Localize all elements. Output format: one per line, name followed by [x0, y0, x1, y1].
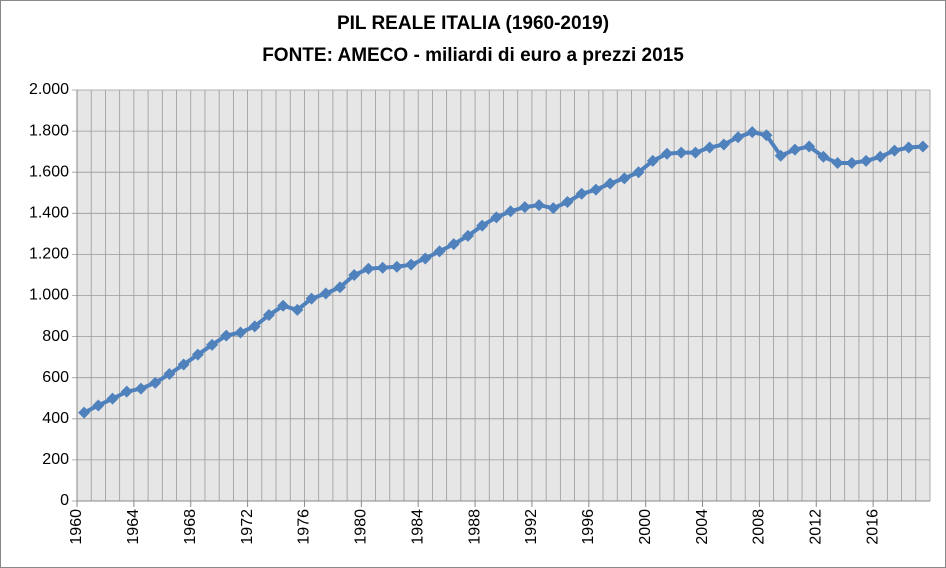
data-point	[291, 303, 304, 316]
data-point	[334, 281, 347, 294]
x-tick-label: 1992	[523, 509, 540, 545]
data-point	[78, 406, 91, 419]
data-point	[149, 376, 162, 389]
data-point	[476, 219, 489, 232]
data-point	[916, 140, 929, 153]
data-point	[220, 329, 233, 342]
y-tick-label: 400	[42, 410, 69, 427]
data-point	[504, 205, 517, 218]
data-point	[831, 156, 844, 169]
data-point	[618, 172, 631, 185]
x-tick-label: 1980	[353, 509, 370, 545]
y-tick-label: 800	[42, 328, 69, 345]
y-tick-label: 1.400	[29, 205, 69, 222]
data-point	[163, 368, 176, 381]
data-point	[277, 299, 290, 312]
data-point	[177, 358, 190, 371]
data-point	[732, 131, 745, 144]
data-point	[262, 309, 275, 322]
x-tick-label: 1984	[409, 509, 426, 545]
data-point	[390, 260, 403, 273]
data-point	[234, 326, 247, 339]
data-point	[447, 238, 460, 251]
data-point	[689, 146, 702, 159]
y-tick-label: 1.000	[29, 287, 69, 304]
data-point	[675, 146, 688, 159]
data-point	[191, 348, 204, 361]
data-point	[589, 183, 602, 196]
x-tick-label: 1976	[296, 509, 313, 545]
y-tick-label: 600	[42, 369, 69, 386]
x-tick-label: 1988	[466, 509, 483, 545]
data-point	[518, 201, 531, 214]
data-point	[376, 261, 389, 274]
y-tick-label: 1.200	[29, 246, 69, 263]
data-point	[902, 141, 915, 154]
data-point	[362, 262, 375, 275]
data-point	[746, 126, 759, 139]
data-point	[561, 195, 574, 208]
data-point	[817, 150, 830, 163]
x-tick-label: 2012	[807, 509, 824, 545]
data-point	[92, 399, 105, 412]
x-tick-label: 1960	[68, 509, 85, 545]
data-point	[717, 138, 730, 151]
data-point	[433, 245, 446, 258]
data-point	[206, 338, 219, 351]
x-tick-label: 2000	[637, 509, 654, 545]
data-point	[845, 156, 858, 169]
data-point	[788, 143, 801, 156]
data-point	[604, 177, 617, 190]
data-point	[120, 385, 133, 398]
data-point	[405, 258, 418, 271]
data-point	[874, 150, 887, 163]
data-point	[533, 199, 546, 212]
data-point	[106, 392, 119, 405]
data-point	[248, 320, 261, 333]
chart-title: PIL REALE ITALIA (1960-2019)	[337, 13, 609, 34]
data-point	[632, 166, 645, 179]
data-point	[575, 187, 588, 200]
data-point	[461, 229, 474, 242]
x-tick-label: 2004	[694, 509, 711, 545]
data-point	[703, 141, 716, 154]
y-tick-label: 1.800	[29, 122, 69, 139]
x-tick-label: 2008	[751, 509, 768, 545]
data-point	[547, 202, 560, 215]
x-tick-label: 1964	[125, 509, 142, 545]
x-tick-label: 2016	[864, 509, 881, 545]
data-point	[660, 147, 673, 160]
data-point	[319, 287, 332, 300]
y-tick-label: 2.000	[29, 81, 69, 98]
y-tick-label: 0	[60, 492, 69, 509]
y-tick-label: 1.600	[29, 163, 69, 180]
x-tick-label: 1968	[182, 509, 199, 545]
chart-subtitle: FONTE: AMECO - miliardi di euro a prezzi…	[262, 45, 684, 66]
data-point	[774, 149, 787, 162]
data-point	[419, 252, 432, 265]
data-point	[348, 268, 361, 281]
y-tick-label: 200	[42, 451, 69, 468]
data-point	[803, 140, 816, 153]
data-point	[305, 292, 318, 305]
data-point	[760, 129, 773, 142]
x-tick-label: 1972	[239, 509, 256, 545]
x-tick-label: 1996	[580, 509, 597, 545]
data-point	[134, 382, 147, 395]
data-point	[490, 211, 503, 224]
data-point	[860, 154, 873, 167]
data-point	[646, 154, 659, 167]
data-point	[888, 144, 901, 157]
